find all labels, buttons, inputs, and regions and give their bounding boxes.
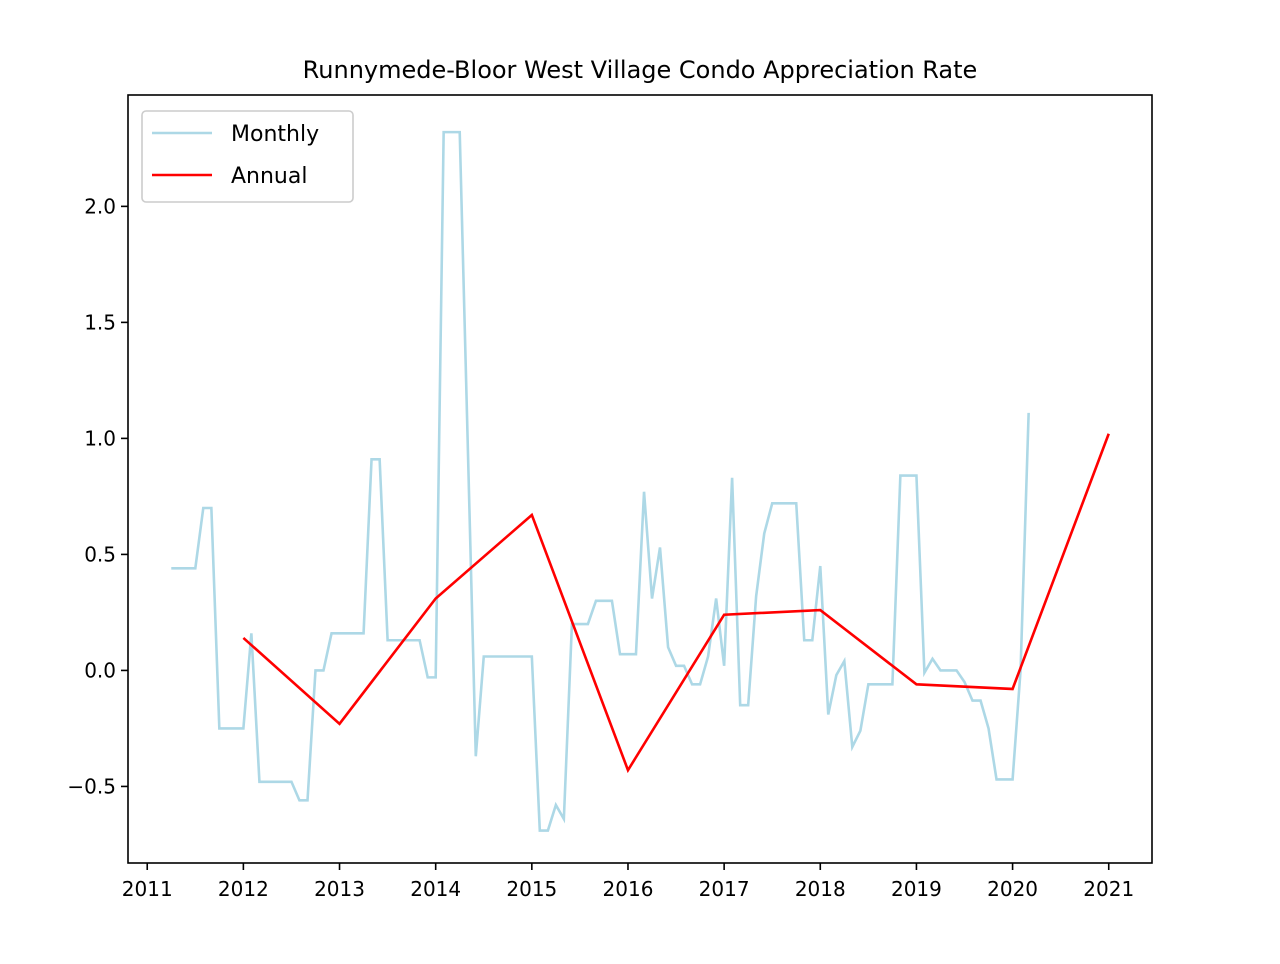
legend-label-annual: Annual xyxy=(231,164,307,189)
x-tick-label-0: 2011 xyxy=(122,877,173,901)
x-tick-label-2: 2013 xyxy=(314,877,365,901)
y-tick-label-5: 2.0 xyxy=(84,194,116,218)
y-tick-label-0: −0.5 xyxy=(67,774,116,798)
x-tick-label-7: 2018 xyxy=(795,877,846,901)
x-tick-label-4: 2015 xyxy=(506,877,557,901)
series-line-monthly xyxy=(171,130,1030,832)
series-line-annual xyxy=(242,433,1110,774)
x-tick-label-10: 2021 xyxy=(1083,877,1134,901)
legend-label-monthly: Monthly xyxy=(231,122,319,147)
y-tick-label-2: 0.5 xyxy=(84,542,116,566)
axes: 2011 2012 2013 2014 2015 2016 2017 2018 2019 2020… xyxy=(67,94,1153,901)
y-tick-label-4: 1.5 xyxy=(84,310,116,334)
y-tick-label-1: 0.0 xyxy=(84,658,116,682)
y-tick-label-3: 1.0 xyxy=(84,426,116,450)
x-tick-label-5: 2016 xyxy=(603,877,654,901)
legend: Monthly Annual xyxy=(141,110,354,203)
x-tick-label-9: 2020 xyxy=(987,877,1038,901)
x-tick-label-3: 2014 xyxy=(410,877,461,901)
chart-title: Runnymede-Bloor West Village Condo Appre… xyxy=(303,56,978,84)
plot-area xyxy=(171,130,1110,832)
x-tick-label-8: 2019 xyxy=(891,877,942,901)
x-tick-label-1: 2012 xyxy=(218,877,269,901)
x-tick-label-6: 2017 xyxy=(699,877,750,901)
plot-frame xyxy=(127,94,1153,864)
